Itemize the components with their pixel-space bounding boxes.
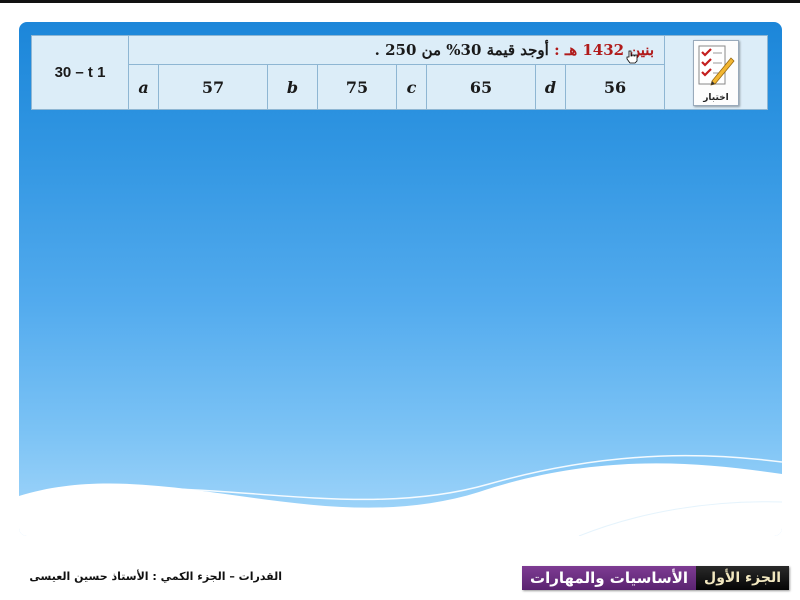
checklist-pencil-icon — [698, 45, 735, 86]
question-code: 30 – t 1 — [31, 35, 129, 110]
option-letter: a — [128, 64, 159, 110]
footer-part: الجزء الأول — [696, 566, 790, 590]
question-source: بنين 1432 هـ : — [554, 41, 654, 59]
hand-cursor-icon — [626, 50, 638, 64]
option-value[interactable]: 75 — [317, 64, 397, 110]
option-letter: c — [396, 64, 427, 110]
top-border — [0, 0, 800, 3]
option-value[interactable]: 57 — [158, 64, 268, 110]
footer-subtitle: الأساسيات والمهارات — [522, 566, 697, 590]
footer-credit: القدرات – الجزء الكمي : الأستاذ حسين الع… — [29, 570, 282, 583]
option-value[interactable]: 56 — [565, 64, 665, 110]
footer-badge: الأساسيات والمهارات الجزء الأول — [522, 566, 790, 590]
option-value[interactable]: 65 — [426, 64, 536, 110]
quiz-icon-cell: اختبار — [664, 35, 768, 110]
wave-decoration — [19, 454, 782, 536]
quiz-label: اختبار — [703, 92, 729, 103]
question-table: 30 – t 1 بنين 1432 هـ : أوجد قيمة 30% من… — [31, 35, 768, 110]
option-letter: d — [535, 64, 566, 110]
question-prompt: أوجد قيمة 30% من 250 . — [374, 41, 549, 59]
option-letter: b — [267, 64, 318, 110]
quiz-badge: اختبار — [693, 39, 739, 106]
question-text: بنين 1432 هـ : أوجد قيمة 30% من 250 . — [128, 35, 665, 65]
